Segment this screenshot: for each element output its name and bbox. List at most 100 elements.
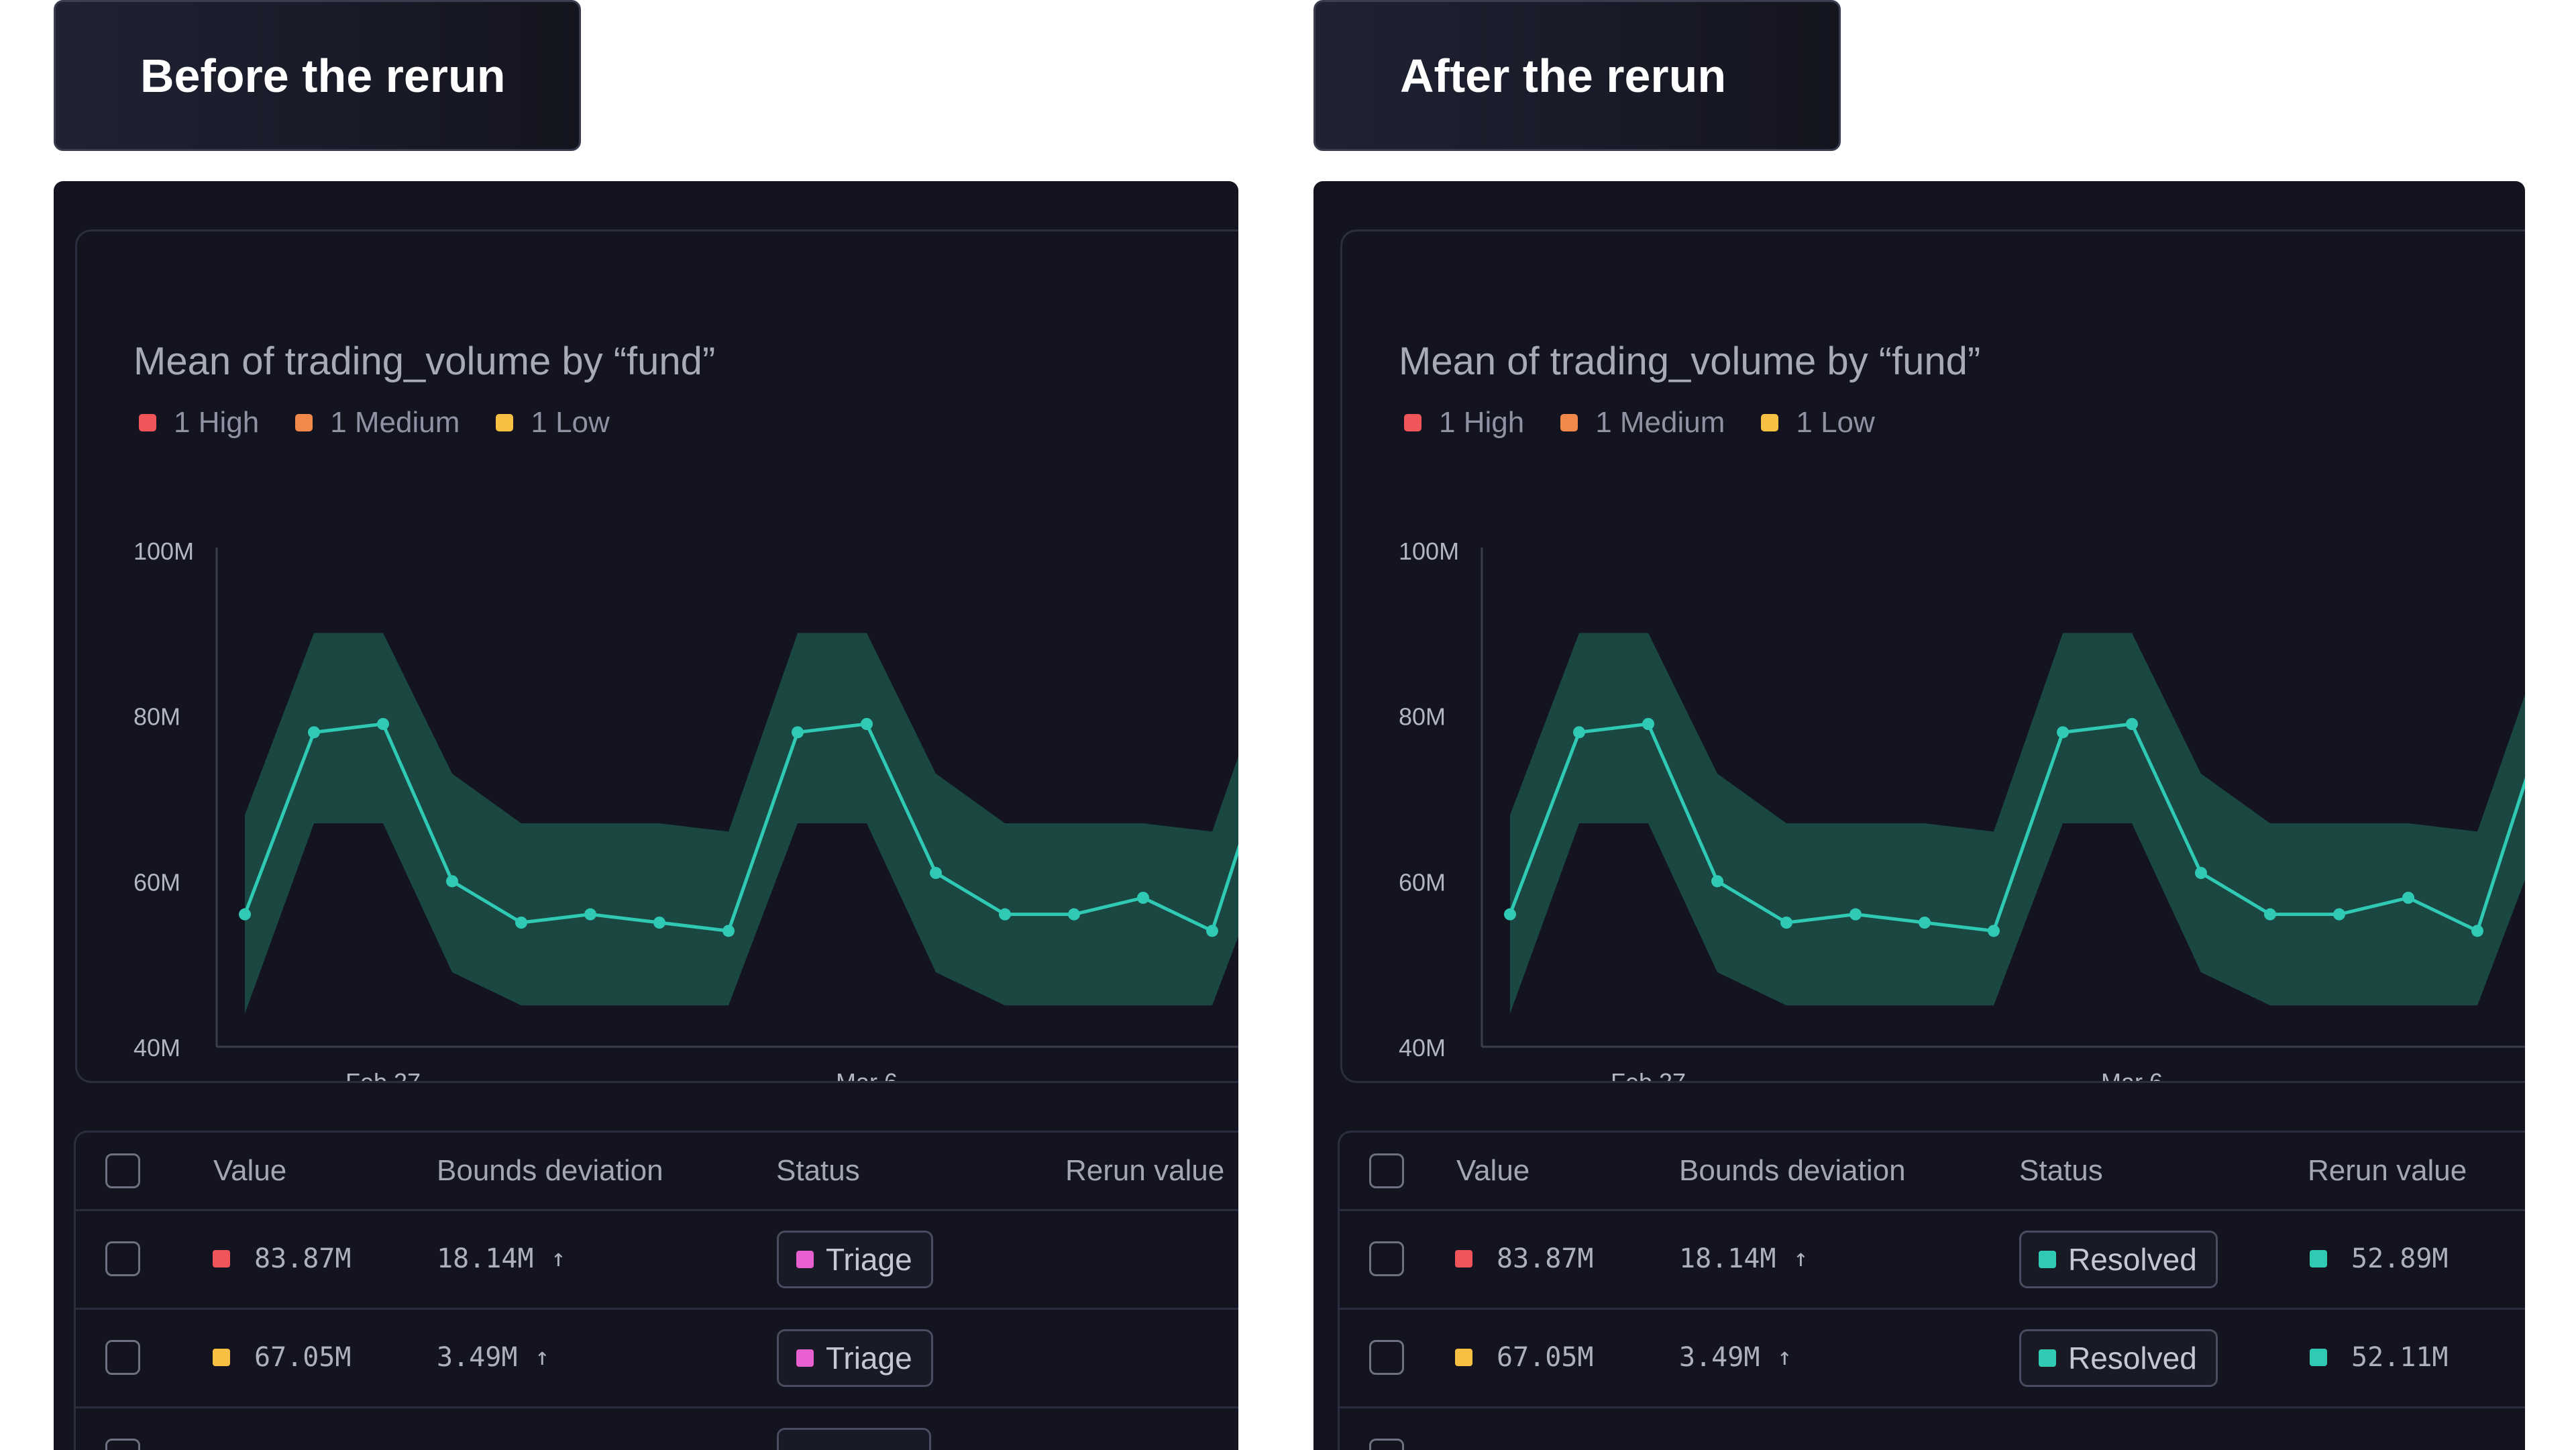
status-badge[interactable]: Triage [777, 1231, 933, 1288]
before-title-badge: Before the rerun [54, 0, 581, 151]
row-checkbox[interactable] [105, 1241, 140, 1276]
header-status[interactable]: Status [776, 1154, 860, 1187]
legend-swatch-high [1404, 414, 1421, 431]
data-point [1849, 908, 1862, 921]
header-status[interactable]: Status [2019, 1154, 2103, 1187]
status-badge-partial[interactable] [777, 1428, 931, 1450]
data-point [999, 908, 1011, 921]
x-tick-label: Mar 6 [2101, 1068, 2163, 1081]
arrow-up-icon: ↑ [1793, 1245, 1809, 1272]
severity-low-marker [1455, 1348, 1472, 1366]
value-text: 83.87M [254, 1243, 352, 1274]
after-line-chart[interactable]: 100M80M60M40MFeb 27Mar 6Mar 13Mar 20Mar … [1342, 231, 2525, 1081]
legend-item-medium[interactable]: 1 Medium [1560, 406, 1725, 439]
status-resolved-marker [2039, 1251, 2056, 1268]
data-point [1711, 875, 1723, 888]
arrow-up-icon: ↑ [535, 1343, 550, 1371]
table-row[interactable]: 83.87M 18.14M ↑ Resolved 52.89M [1340, 1209, 2525, 1310]
data-point [1137, 892, 1149, 904]
table-row-partial[interactable] [1340, 1406, 2525, 1450]
after-title: After the rerun [1400, 49, 1727, 102]
legend-swatch-medium [1560, 414, 1578, 431]
chart-title: Mean of trading_volume by “fund” [133, 340, 716, 383]
select-all-checkbox[interactable] [1369, 1153, 1404, 1188]
value-cell: 67.05M [213, 1308, 352, 1406]
y-tick-label: 60M [1399, 868, 1446, 896]
severity-high-marker [1455, 1249, 1472, 1267]
data-point [1504, 908, 1516, 921]
legend-label-medium: 1 Medium [330, 406, 460, 439]
plot-area [239, 633, 1238, 1014]
header-value[interactable]: Value [1456, 1154, 1530, 1187]
header-value[interactable]: Value [213, 1154, 287, 1187]
select-all-checkbox[interactable] [105, 1153, 140, 1188]
before-line-chart[interactable]: 100M80M60M40MFeb 27Mar 6Mar 13Mar 20Mar … [77, 231, 1238, 1081]
before-anomaly-table: Value Bounds deviation Status Rerun valu… [74, 1131, 1238, 1450]
data-point [584, 908, 596, 921]
legend-item-high[interactable]: 1 High [139, 406, 259, 439]
series-line [243, 722, 1238, 933]
header-bounds-deviation[interactable]: Bounds deviation [1679, 1154, 1906, 1187]
bounds-band [1510, 633, 2525, 1014]
row-checkbox[interactable] [1369, 1241, 1404, 1276]
row-checkbox[interactable] [1369, 1439, 1404, 1450]
header-rerun-value[interactable]: Rerun value [2308, 1154, 2467, 1187]
data-point [722, 925, 735, 937]
deviation-cell: 18.14M ↑ [1679, 1209, 1808, 1308]
deviation-text: 18.14M [1679, 1243, 1776, 1274]
deviation-cell: 3.49M ↑ [437, 1308, 549, 1406]
data-point [653, 917, 665, 929]
data-point [1988, 925, 2000, 937]
data-point [239, 908, 251, 921]
table-row[interactable]: 83.87M 18.14M ↑ Triage [76, 1209, 1238, 1310]
status-badge[interactable]: Triage [777, 1329, 933, 1387]
deviation-cell: 18.14M ↑ [437, 1209, 566, 1308]
header-rerun-value[interactable]: Rerun value [1065, 1154, 1225, 1187]
y-tick-label: 100M [1399, 537, 1459, 565]
legend-item-low[interactable]: 1 Low [496, 406, 610, 439]
legend-item-low[interactable]: 1 Low [1761, 406, 1875, 439]
data-point [2126, 718, 2138, 730]
legend-swatch-low [496, 414, 514, 431]
status-text: Triage [826, 1341, 912, 1376]
chart-legend: 1 High 1 Medium 1 Low [1404, 406, 1875, 439]
y-tick-label: 40M [1399, 1034, 1446, 1061]
before-title: Before the rerun [140, 49, 506, 102]
series-line [1508, 722, 2525, 933]
header-bounds-deviation[interactable]: Bounds deviation [437, 1154, 663, 1187]
rerun-value-text: 52.11M [2351, 1341, 2449, 1373]
y-tick-label: 80M [1399, 703, 1446, 731]
data-point [2195, 867, 2207, 879]
legend-item-medium[interactable]: 1 Medium [295, 406, 460, 439]
rerun-marker [2310, 1348, 2327, 1366]
rerun-value-cell: 52.89M [2310, 1209, 2449, 1308]
data-point [446, 875, 458, 888]
deviation-text: 3.49M [1679, 1341, 1760, 1373]
legend-label-low: 1 Low [531, 406, 610, 439]
arrow-up-icon: ↑ [551, 1245, 566, 1272]
y-tick-label: 40M [133, 1034, 180, 1061]
legend-label-low: 1 Low [1796, 406, 1875, 439]
data-point [2402, 892, 2414, 904]
data-point [1780, 917, 1792, 929]
after-chart-card: Mean of trading_volume by “fund” 1 High … [1340, 229, 2525, 1083]
y-tick-label: 100M [133, 537, 194, 565]
table-row[interactable]: 67.05M 3.49M ↑ Triage [76, 1308, 1238, 1408]
value-text: 67.05M [1497, 1341, 1594, 1373]
row-checkbox[interactable] [105, 1439, 140, 1450]
legend-swatch-medium [295, 414, 313, 431]
status-badge[interactable]: Resolved [2019, 1329, 2218, 1387]
legend-item-high[interactable]: 1 High [1404, 406, 1524, 439]
row-checkbox[interactable] [1369, 1340, 1404, 1375]
row-checkbox[interactable] [105, 1340, 140, 1375]
status-badge[interactable]: Resolved [2019, 1231, 2218, 1288]
table-row-partial[interactable] [76, 1406, 1238, 1450]
status-text: Resolved [2068, 1242, 2197, 1277]
plot-area [1504, 633, 2525, 1014]
legend-label-high: 1 High [1439, 406, 1525, 439]
y-tick-label: 80M [133, 703, 180, 731]
deviation-text: 3.49M [437, 1341, 518, 1373]
table-row[interactable]: 67.05M 3.49M ↑ Resolved 52.11M [1340, 1308, 2525, 1408]
severity-low-marker [213, 1348, 230, 1366]
rerun-marker [2310, 1249, 2327, 1267]
